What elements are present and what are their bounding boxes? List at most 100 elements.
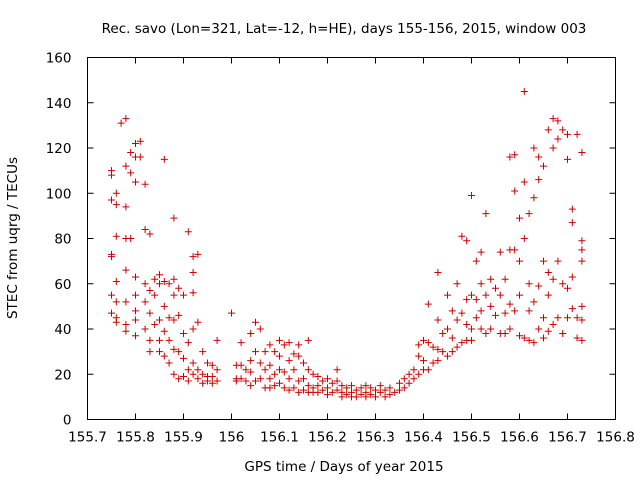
data-point	[578, 336, 586, 344]
data-point	[525, 336, 533, 344]
data-point	[213, 336, 221, 344]
data-point	[132, 139, 139, 147]
data-point	[122, 115, 130, 123]
data-point	[516, 291, 523, 299]
data-point	[132, 178, 139, 186]
data-point	[247, 382, 255, 390]
data-point	[165, 280, 173, 288]
data-point	[108, 253, 115, 261]
data-point	[175, 311, 183, 319]
data-point	[448, 334, 456, 342]
data-point	[208, 373, 216, 381]
data-point	[276, 379, 283, 387]
data-point	[472, 296, 480, 304]
data-point	[261, 366, 269, 374]
data-point	[367, 391, 375, 399]
data-point	[482, 291, 490, 299]
data-point	[189, 268, 197, 276]
data-point	[132, 291, 139, 299]
data-point	[525, 210, 533, 218]
data-point	[535, 176, 543, 184]
data-point	[261, 348, 269, 356]
data-point	[410, 375, 418, 383]
data-point	[434, 357, 442, 365]
data-point	[136, 137, 144, 145]
data-point	[501, 330, 509, 338]
data-point	[314, 388, 322, 396]
data-point	[434, 345, 442, 353]
plot-area	[87, 57, 616, 420]
data-point	[237, 375, 245, 383]
data-point	[194, 318, 202, 326]
data-point	[496, 248, 504, 256]
data-point	[463, 296, 471, 304]
y-tick-label: 100	[46, 186, 72, 202]
data-point	[141, 298, 149, 306]
data-point	[564, 130, 571, 138]
data-point	[266, 384, 274, 392]
data-point	[108, 309, 115, 317]
data-point	[108, 291, 115, 299]
data-point	[540, 314, 547, 322]
data-point	[328, 388, 336, 396]
data-point	[160, 277, 168, 285]
data-point	[285, 386, 293, 394]
data-point	[357, 391, 365, 399]
x-tick-label: 156.7	[548, 430, 587, 446]
data-point	[285, 339, 293, 347]
data-point	[448, 348, 456, 356]
data-point	[573, 334, 581, 342]
data-point	[199, 370, 207, 378]
x-tick-label: 155.7	[68, 430, 107, 446]
data-point	[184, 377, 192, 385]
data-point	[242, 366, 250, 374]
data-point	[266, 361, 274, 369]
data-point	[170, 316, 178, 324]
data-point	[213, 366, 221, 374]
data-point	[516, 332, 523, 340]
data-point	[280, 384, 288, 392]
x-tick-label: 156.3	[356, 430, 395, 446]
data-point	[122, 162, 130, 170]
data-point	[156, 348, 163, 356]
data-point	[256, 359, 264, 367]
data-point	[477, 248, 485, 256]
data-point	[424, 366, 432, 374]
data-point	[352, 386, 360, 394]
data-point	[252, 377, 259, 385]
data-point	[266, 341, 274, 349]
data-point	[343, 391, 351, 399]
data-point	[112, 318, 120, 326]
data-point	[122, 298, 130, 306]
data-point	[343, 384, 351, 392]
data-point	[468, 192, 475, 200]
data-point	[544, 327, 552, 335]
data-point	[300, 359, 307, 367]
data-point	[530, 194, 538, 202]
data-point	[511, 246, 519, 254]
chart-title: Rec. savo (Lon=321, Lat=-12, h=HE), days…	[102, 21, 587, 37]
data-point	[204, 359, 211, 367]
data-point	[520, 235, 528, 242]
y-tick-label: 60	[54, 277, 71, 293]
data-point	[564, 314, 571, 322]
data-point	[520, 87, 528, 95]
data-point	[189, 289, 197, 297]
data-point	[520, 178, 528, 186]
data-point	[136, 153, 144, 161]
data-point	[511, 307, 519, 315]
data-point	[578, 257, 586, 265]
data-point	[477, 325, 485, 333]
data-point	[304, 382, 312, 390]
data-point	[530, 339, 538, 347]
y-axis-label: STEC from uqrg / TECUs	[5, 157, 21, 319]
y-tick-label: 120	[46, 141, 72, 157]
data-point	[252, 318, 259, 326]
data-point	[112, 201, 120, 209]
data-point	[482, 210, 490, 218]
data-point	[146, 348, 154, 356]
data-point	[453, 343, 461, 351]
data-point	[424, 300, 432, 308]
data-point	[568, 273, 576, 281]
